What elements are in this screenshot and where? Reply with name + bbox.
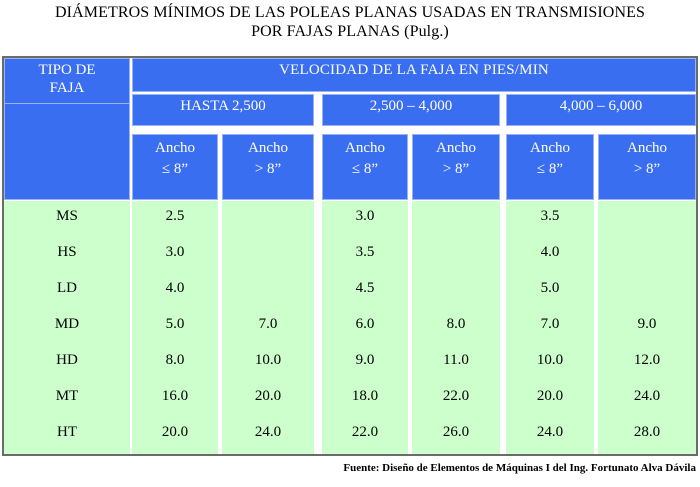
cell-value: 5.0 — [540, 280, 560, 296]
header-belt-type-line2: FAJA — [49, 80, 85, 96]
cell-value: 5.0 — [165, 316, 185, 332]
cell-value: 18.0 — [351, 388, 379, 404]
cell-value: 9.0 — [637, 316, 657, 332]
cell-value: 3.0 — [165, 244, 185, 260]
cell-value: 11.0 — [443, 352, 469, 368]
body-col-1 — [132, 201, 218, 454]
cell-value: 4.0 — [165, 280, 185, 296]
subheader-col-1: Ancho ≤ 8” — [132, 134, 218, 200]
cell-value: 4.0 — [540, 244, 560, 260]
subheader-col-1-line2: ≤ 8” — [161, 161, 189, 177]
cell-value — [598, 273, 696, 309]
subheader-col-4: Ancho > 8” — [412, 134, 500, 200]
cell-value: 3.5 — [355, 244, 375, 260]
title-line-2: POR FAJAS PLANAS (Pulg.) — [251, 23, 449, 40]
cell-value: 3.5 — [540, 208, 560, 224]
cell-value: 20.0 — [536, 388, 564, 404]
subheader-col-1-line1: Ancho — [155, 140, 195, 156]
table-row: HD 8.0 10.0 9.0 11.0 10.0 12.0 — [4, 345, 696, 381]
header-range-2-label: 2,500 – 4,000 — [369, 98, 453, 114]
cell-value — [412, 201, 500, 237]
cell-value: 24.0 — [254, 424, 282, 440]
cell-value: 6.0 — [355, 316, 375, 332]
cell-value: 3.0 — [355, 208, 375, 224]
cell-value — [598, 201, 696, 237]
cell-type: MT — [55, 388, 79, 404]
header-velocity-label: VELOCIDAD DE LA FAJA EN PIES/MIN — [279, 62, 549, 78]
subheader-col-2-line2: > 8” — [254, 161, 282, 177]
header-range-2: 2,500 – 4,000 — [322, 94, 500, 126]
body-col-5 — [506, 201, 594, 454]
cell-type: LD — [57, 280, 77, 296]
table-row: HT 20.0 24.0 22.0 26.0 24.0 28.0 — [4, 417, 696, 453]
table-row: MS 2.5 3.0 3.5 — [4, 201, 696, 237]
cell-value: 26.0 — [442, 424, 470, 440]
title-line-1: DIÁMETROS MÍNIMOS DE LAS POLEAS PLANAS U… — [55, 4, 645, 21]
body-col-6 — [598, 201, 696, 454]
cell-value: 7.0 — [258, 316, 278, 332]
cell-value: 12.0 — [633, 352, 661, 368]
cell-value — [222, 201, 314, 237]
body-col-2 — [222, 201, 314, 454]
cell-value: 8.0 — [446, 316, 466, 332]
header-belt-type-line1: TIPO DE — [38, 62, 96, 78]
header-divider — [5, 103, 129, 104]
subheader-col-6: Ancho > 8” — [598, 134, 696, 200]
table-row: MT 16.0 20.0 18.0 22.0 20.0 24.0 — [4, 381, 696, 417]
pulley-diameter-table: TIPO DE FAJA VELOCIDAD DE LA FAJA EN PIE… — [2, 56, 698, 456]
subheader-col-5-line2: ≤ 8” — [536, 161, 564, 177]
cell-value: 22.0 — [351, 424, 379, 440]
header-range-1-label: HASTA 2,500 — [180, 98, 266, 114]
table-row: LD 4.0 4.5 5.0 — [4, 273, 696, 309]
cell-value: 8.0 — [165, 352, 185, 368]
cell-value: 16.0 — [161, 388, 189, 404]
cell-value — [412, 237, 500, 273]
cell-value: 24.0 — [633, 388, 661, 404]
cell-value: 22.0 — [442, 388, 470, 404]
subheader-col-4-line1: Ancho — [436, 140, 476, 156]
body-col-4 — [412, 201, 500, 454]
body-col-3 — [322, 201, 408, 454]
cell-value: 20.0 — [161, 424, 189, 440]
subheader-col-5: Ancho ≤ 8” — [506, 134, 594, 200]
cell-type: HT — [57, 424, 77, 440]
cell-value: 10.0 — [536, 352, 564, 368]
subheader-col-6-line2: > 8” — [633, 161, 661, 177]
cell-value: 4.5 — [355, 280, 375, 296]
table-title: DIÁMETROS MÍNIMOS DE LAS POLEAS PLANAS U… — [0, 3, 700, 41]
cell-value: 2.5 — [165, 208, 185, 224]
cell-value: 7.0 — [540, 316, 560, 332]
cell-type: MD — [54, 316, 80, 332]
header-range-1: HASTA 2,500 — [132, 94, 314, 126]
header-range-3: 4,000 – 6,000 — [506, 94, 696, 126]
subheader-col-3: Ancho ≤ 8” — [322, 134, 408, 200]
header-velocity: VELOCIDAD DE LA FAJA EN PIES/MIN — [132, 58, 696, 92]
subheader-col-3-line2: ≤ 8” — [351, 161, 379, 177]
subheader-col-5-line1: Ancho — [530, 140, 570, 156]
cell-value: 24.0 — [536, 424, 564, 440]
header-range-3-label: 4,000 – 6,000 — [559, 98, 643, 114]
subheader-col-4-line2: > 8” — [442, 161, 470, 177]
table-row: MD 5.0 7.0 6.0 8.0 7.0 9.0 — [4, 309, 696, 345]
cell-value — [412, 273, 500, 309]
header-belt-type: TIPO DE FAJA — [4, 58, 130, 200]
table-row: HS 3.0 3.5 4.0 — [4, 237, 696, 273]
subheader-col-6-line1: Ancho — [627, 140, 667, 156]
table-body: MS 2.5 3.0 3.5 HS 3.0 3.5 4.0 LD 4.0 4.5… — [4, 201, 696, 454]
cell-type: HS — [57, 244, 77, 260]
body-col-type — [4, 201, 130, 454]
cell-value: 20.0 — [254, 388, 282, 404]
cell-type: HD — [56, 352, 78, 368]
cell-value: 9.0 — [355, 352, 375, 368]
cell-value — [222, 237, 314, 273]
subheader-col-2-line1: Ancho — [248, 140, 288, 156]
cell-value: 10.0 — [254, 352, 282, 368]
source-note: Fuente: Diseño de Elementos de Máquinas … — [343, 462, 696, 474]
cell-value — [598, 237, 696, 273]
subheader-col-3-line1: Ancho — [345, 140, 385, 156]
cell-value — [222, 273, 314, 309]
cell-type: MS — [56, 208, 78, 224]
cell-value: 28.0 — [633, 424, 661, 440]
subheader-col-2: Ancho > 8” — [222, 134, 314, 200]
